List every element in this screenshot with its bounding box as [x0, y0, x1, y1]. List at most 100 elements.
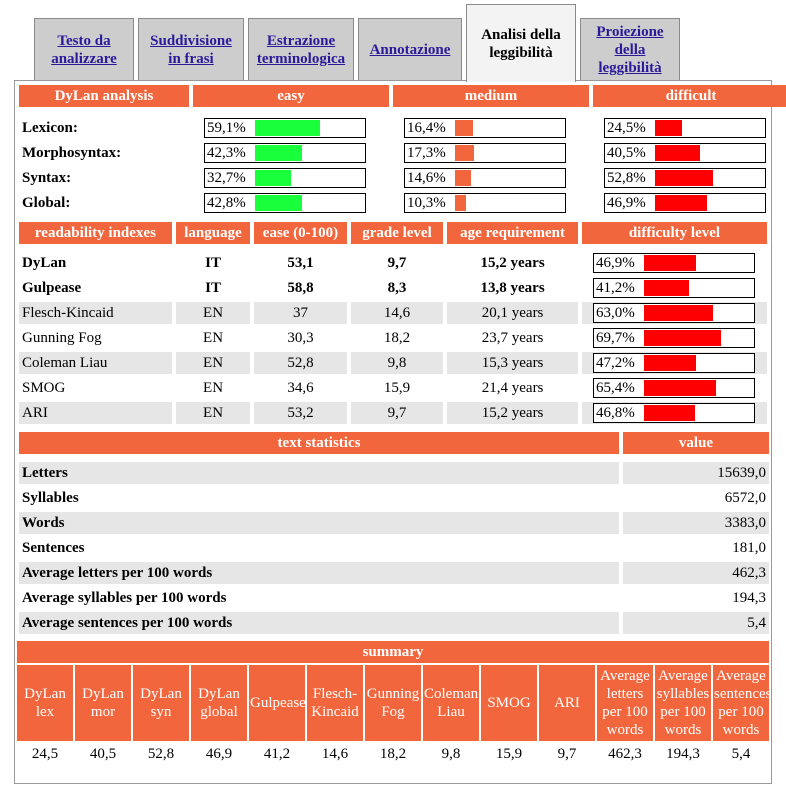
tab-estrazione-link[interactable]: Estrazione terminologica	[256, 32, 346, 67]
difficulty-bar-fill	[643, 255, 696, 271]
dylan-row: Lexicon: 59,1% 16,4% 24,5%	[19, 117, 786, 139]
summary-value: 14,6	[321, 745, 349, 762]
summary-header: summary	[17, 641, 769, 663]
tab-testo[interactable]: Testo da analizzare	[34, 18, 134, 80]
difficult-bar-fill	[655, 120, 682, 136]
difficulty-bar-fill	[643, 355, 696, 371]
index-row: DyLan IT 53,1 9,7 15,2 years 46,9%	[19, 252, 767, 274]
ease-header: ease (0-100)	[254, 222, 347, 244]
stats-header: text statistics	[19, 432, 619, 454]
stats-table: text statistics value Letters 15639,0 Syll…	[15, 429, 773, 637]
index-language: EN	[175, 402, 251, 424]
tab-analisi[interactable]: Analisi della leggibilità	[466, 4, 576, 82]
difficult-header: difficult	[593, 85, 786, 107]
index-language: EN	[175, 302, 251, 324]
index-language: IT	[205, 254, 221, 271]
summary-value: 24,5	[31, 745, 59, 762]
tab-proiezione[interactable]: Proiezione della leggibilità	[580, 18, 680, 80]
difficult-bar-value: 40,5%	[607, 145, 646, 161]
easy-header: easy	[193, 85, 389, 107]
stat-label: Average letters per 100 words	[19, 562, 619, 584]
tab-annotazione[interactable]: Annotazione	[358, 18, 462, 80]
index-age: 15,2 years	[480, 254, 545, 271]
tab-annotazione-link[interactable]: Annotazione	[369, 41, 451, 58]
index-age: 21,4 years	[481, 379, 544, 396]
summary-col-header: Average letters per 100 words	[597, 665, 653, 741]
stat-label: Average syllables per 100 words	[22, 589, 227, 606]
summary-col-header: Coleman Liau	[423, 665, 479, 741]
summary-col-header: Average sentences per 100 words	[713, 665, 771, 741]
medium-bar-value: 10,3%	[407, 195, 446, 211]
summary-col-header: DyLan lex	[17, 665, 73, 741]
tab-proiezione-link[interactable]: Proiezione della leggibilità	[596, 23, 664, 76]
tab-suddivisione[interactable]: Suddivisione in frasi	[138, 18, 244, 80]
index-language: EN	[175, 352, 251, 374]
difficulty-bar-value: 46,9%	[595, 255, 635, 271]
stat-value: 462,3	[623, 562, 769, 584]
index-name: DyLan	[22, 254, 67, 271]
index-row: ARI EN 53,2 9,7 15,2 years 46,8%	[19, 402, 767, 424]
stat-label: Syllables	[22, 489, 79, 506]
difficulty-bar-fill	[643, 380, 716, 396]
index-row: Gunning Fog EN 30,3 18,2 23,7 years 69,7%	[19, 327, 767, 349]
stat-row: Words 3383,0	[19, 512, 769, 534]
index-row: Flesch-Kincaid EN 37 14,6 20,1 years 63,0%	[19, 302, 767, 324]
stat-row: Letters 15639,0	[19, 462, 769, 484]
difficult-bar-fill	[655, 195, 707, 211]
stat-value: 3383,0	[623, 512, 769, 534]
indexes-header: readability indexes	[19, 222, 172, 244]
indexes-table: readability indexes language ease (0-100…	[15, 219, 771, 427]
easy-bar-value: 59,1%	[207, 120, 246, 136]
easy-bar-fill	[255, 170, 291, 186]
difficulty-bar-value: 46,8%	[595, 405, 635, 421]
tab-suddivisione-link[interactable]: Suddivisione in frasi	[150, 32, 232, 67]
stat-value: 181,0	[732, 539, 766, 556]
dylan-row: Global: 42,8% 10,3% 46,9%	[19, 192, 786, 214]
index-ease: 34,6	[287, 379, 314, 396]
medium-bar-fill	[455, 145, 475, 161]
difficult-bar-fill	[655, 145, 700, 161]
difficult-bar-fill	[655, 170, 714, 186]
tab-estrazione[interactable]: Estrazione terminologica	[248, 18, 354, 80]
medium-bar: 17,3%	[404, 143, 566, 163]
stat-label: Sentences	[22, 539, 85, 556]
summary-col-header: ARI	[539, 665, 595, 741]
easy-bar-value: 42,3%	[207, 145, 246, 161]
tab-analisi-label: Analisi della leggibilità	[481, 26, 561, 61]
index-row: SMOG EN 34,6 15,9 21,4 years 65,4%	[19, 377, 767, 399]
difficulty-bar: 46,8%	[592, 403, 755, 423]
index-ease: 37	[254, 302, 347, 324]
index-grade: 9,7	[387, 254, 407, 271]
medium-bar: 14,6%	[404, 168, 566, 188]
index-name: Flesch-Kincaid	[19, 302, 172, 324]
index-name: Gulpease	[22, 279, 82, 296]
summary-col-header: Gunning Fog	[365, 665, 421, 741]
difficulty-bar: 63,0%	[592, 303, 755, 323]
stat-value: 15639,0	[623, 462, 769, 484]
easy-bar: 42,8%	[204, 193, 366, 213]
stat-row: Average syllables per 100 words 194,3	[19, 587, 769, 609]
dylan-row-label: Global:	[22, 194, 71, 211]
tab-testo-link[interactable]: Testo da analizzare	[51, 32, 117, 67]
difficulty-bar: 65,4%	[592, 378, 755, 398]
index-grade: 8,3	[387, 279, 407, 296]
difficulty-bar-fill	[643, 305, 714, 321]
difficulty-bar: 69,7%	[592, 328, 755, 348]
index-grade: 9,8	[350, 352, 444, 374]
stat-row: Syllables 6572,0	[19, 487, 769, 509]
difficult-bar-value: 24,5%	[607, 120, 646, 136]
index-ease: 53,2	[254, 402, 347, 424]
difficulty-header: difficulty level	[581, 222, 767, 244]
index-language: EN	[203, 379, 224, 396]
index-age: 23,7 years	[481, 329, 544, 346]
stat-label: Letters	[19, 462, 619, 484]
difficulty-bar-fill	[643, 405, 696, 421]
index-language: IT	[205, 279, 221, 296]
easy-bar: 42,3%	[204, 143, 366, 163]
summary-value: 9,8	[441, 745, 461, 762]
easy-bar-fill	[255, 120, 320, 136]
difficulty-bar-value: 63,0%	[595, 305, 635, 321]
value-header: value	[623, 432, 769, 454]
summary-col-header: DyLan mor	[75, 665, 131, 741]
stat-row: Sentences 181,0	[19, 537, 769, 559]
